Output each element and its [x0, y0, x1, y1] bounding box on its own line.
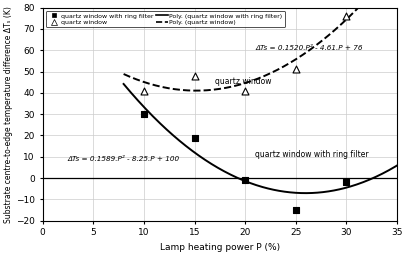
Point — [191, 135, 198, 140]
Point — [242, 89, 248, 93]
Text: quartz window with ring filter: quartz window with ring filter — [255, 150, 369, 159]
Text: ΔTs = 0.1520.P² - 4.61.P + 76: ΔTs = 0.1520.P² - 4.61.P + 76 — [255, 45, 363, 51]
Point — [293, 67, 299, 71]
Text: ΔTs = 0.1589.P² - 8.25.P + 100: ΔTs = 0.1589.P² - 8.25.P + 100 — [68, 156, 180, 162]
Point — [343, 14, 350, 18]
Point — [293, 208, 299, 212]
Point — [343, 180, 350, 184]
Text: quartz window: quartz window — [215, 77, 271, 86]
Point — [242, 178, 248, 182]
Point — [140, 89, 147, 93]
Legend: quartz window with ring filter, quartz window, Poly. (quartz window with ring fi: quartz window with ring filter, quartz w… — [46, 11, 285, 27]
Point — [191, 74, 198, 78]
Y-axis label: Substrate centre-to-edge temperature difference ΔTₛ (K): Substrate centre-to-edge temperature dif… — [4, 6, 13, 222]
X-axis label: Lamp heating power P (%): Lamp heating power P (%) — [160, 243, 280, 252]
Point — [140, 112, 147, 116]
